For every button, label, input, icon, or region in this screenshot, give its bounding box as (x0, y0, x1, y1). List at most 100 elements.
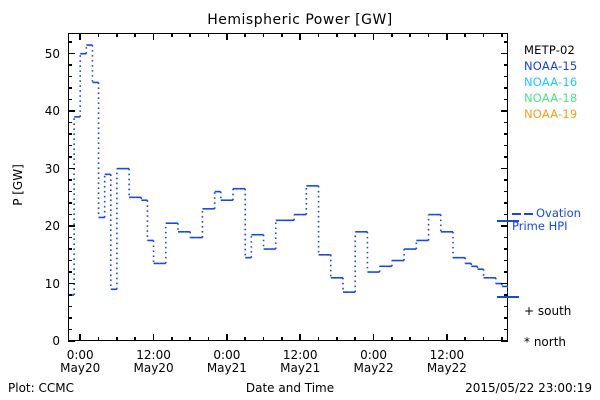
y-tick-minor-right (504, 202, 508, 204)
legend-ovation-label-line1: Ovation (536, 206, 581, 220)
x-tick-minor (171, 337, 173, 341)
x-tick-major (372, 334, 375, 341)
y-tick-minor (68, 121, 72, 124)
y-tick-minor-right (504, 41, 508, 43)
legend-ovation-label-line2: Prime HPI (512, 219, 568, 233)
x-tick-minor-top (116, 33, 118, 37)
y-tick-major (68, 282, 75, 285)
x-tick-minor-top (427, 33, 430, 37)
x-tick-minor (262, 337, 265, 341)
y-tick-minor (68, 236, 72, 239)
x-tick-minor (134, 337, 136, 341)
x-tick-label: 0:00 May21 (182, 349, 272, 375)
y-tick-minor-right (504, 317, 508, 319)
y-tick-minor-right (504, 248, 508, 250)
y-tick-minor-right (504, 259, 508, 262)
x-tick-major (226, 334, 228, 341)
y-tick-minor (68, 87, 72, 89)
y-tick-minor (68, 213, 72, 216)
y-tick-minor-right (504, 271, 508, 273)
y-tick-minor (68, 259, 72, 262)
y-tick-minor (68, 41, 72, 43)
plot-credit: Plot: CCMC (8, 381, 74, 395)
x-tick-label-date: May20 (60, 361, 101, 375)
x-tick-minor (336, 337, 338, 341)
x-tick-label: 12:00 May22 (402, 349, 492, 375)
y-tick-minor (68, 64, 72, 66)
y-tick-label: 40 (44, 104, 60, 119)
y-tick-minor-right (504, 87, 508, 89)
plot-timestamp: 2015/05/22 23:00:19 (465, 381, 592, 395)
y-tick-minor (68, 98, 72, 101)
legend-marker-item: + south (524, 296, 600, 327)
legend-marker-symbol: * (524, 335, 534, 349)
x-tick-minor-top (97, 33, 100, 37)
y-tick-minor (68, 179, 72, 181)
x-tick-minor-top (207, 33, 210, 37)
x-tick-label: 0:00 May22 (329, 349, 419, 375)
x-tick-minor-top (244, 33, 246, 37)
x-tick-minor (207, 337, 210, 341)
y-tick-minor (68, 328, 72, 331)
y-tick-minor-right (504, 156, 508, 158)
x-tick-minor (116, 337, 118, 341)
y-tick-major-right (501, 110, 508, 112)
legend-model-item[interactable]: NOAA-18 (524, 91, 578, 105)
y-tick-major-right (501, 167, 508, 170)
x-tick-minor (409, 337, 411, 341)
x-tick-label: 12:00 May20 (109, 349, 199, 375)
y-tick-minor-right (504, 294, 508, 296)
y-tick-minor-right (504, 328, 508, 331)
x-tick-minor (97, 337, 100, 341)
x-tick-minor-top (354, 33, 356, 37)
y-tick-major-right (501, 282, 508, 285)
legend-ovation-swatch-row: Ovation (512, 207, 600, 220)
x-tick-major-top (446, 33, 448, 40)
x-tick-label-date: May22 (353, 361, 394, 375)
plot-area (68, 44, 508, 296)
legend-marker-item: * north (524, 327, 600, 358)
legend-model-item[interactable]: NOAA-19 (524, 107, 578, 121)
x-tick-minor (391, 337, 393, 341)
legend-model-item[interactable]: METP-02 (524, 43, 576, 57)
chart-title: Hemispheric Power [GW] (207, 12, 393, 28)
series-ovation-prime-hpi (68, 44, 508, 296)
x-tick-minor (482, 337, 485, 341)
x-tick-minor-top (189, 33, 191, 37)
dash-icon (524, 212, 533, 215)
legend-ovation-entry: Ovation Prime HPI (512, 207, 600, 233)
x-tick-minor-top (134, 33, 136, 37)
x-tick-minor-top (281, 33, 283, 37)
y-tick-minor (68, 317, 72, 319)
legend-models: METP-02 NOAA-15 NOAA-16 NOAA-18 NOAA-19 (524, 42, 600, 122)
y-tick-minor-right (504, 179, 508, 181)
y-tick-minor (68, 156, 72, 158)
y-tick-minor (68, 202, 72, 204)
y-tick-major (68, 225, 75, 227)
x-tick-minor-top (317, 33, 320, 37)
x-tick-minor (189, 337, 191, 341)
x-tick-label-time: 0:00 (213, 348, 241, 362)
ovation-level-tick (497, 296, 519, 298)
legend-model-item[interactable]: NOAA-15 (524, 59, 578, 73)
x-tick-label-time: 12:00 (282, 348, 318, 362)
y-tick-label: 0 (52, 334, 60, 348)
x-tick-minor-top (171, 33, 173, 37)
y-tick-minor-right (504, 213, 508, 216)
y-tick-major (68, 340, 75, 342)
y-tick-minor-right (504, 305, 508, 308)
y-tick-minor-right (504, 75, 508, 78)
x-tick-minor (464, 337, 466, 341)
y-tick-minor (68, 271, 72, 273)
x-tick-major-top (79, 33, 81, 40)
y-tick-minor (68, 75, 72, 78)
x-tick-minor-top (262, 33, 265, 37)
x-tick-label-date: May20 (133, 361, 174, 375)
x-tick-label-time: 12:00 (136, 348, 171, 362)
legend-model-item[interactable]: NOAA-16 (524, 75, 578, 89)
x-tick-major-top (372, 33, 375, 40)
y-tick-major (68, 52, 75, 55)
x-tick-label-time: 0:00 (66, 348, 94, 362)
x-tick-minor (427, 337, 430, 341)
y-tick-label: 10 (44, 276, 60, 291)
